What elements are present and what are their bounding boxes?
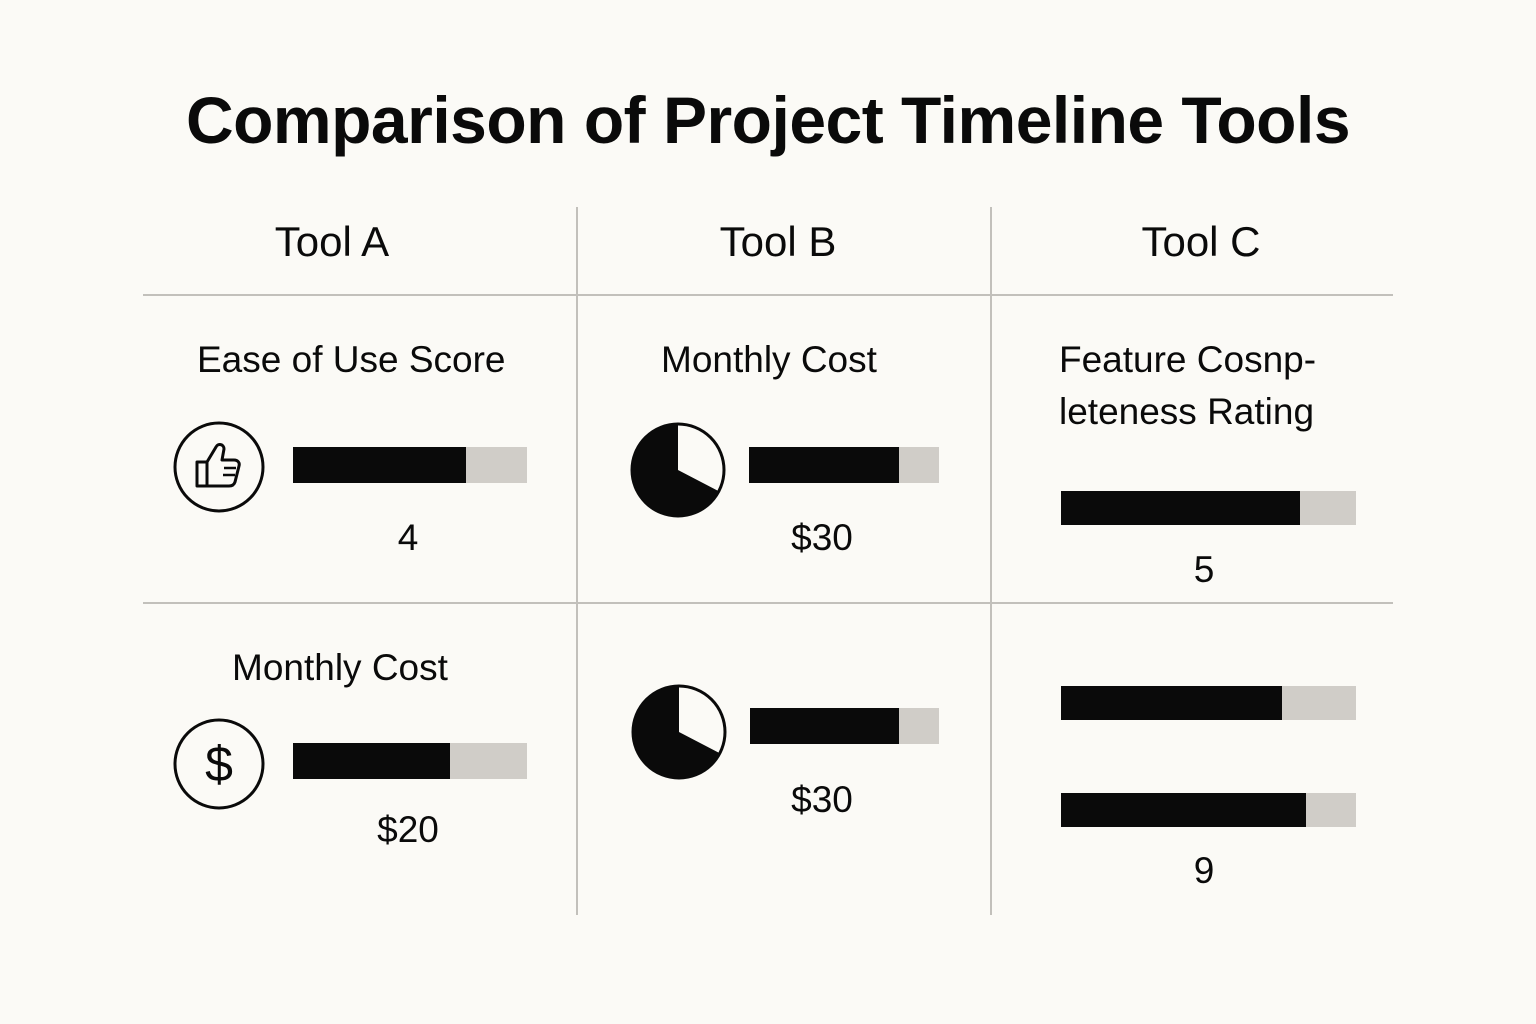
column-header-tool-a: Tool A — [274, 218, 390, 265]
pie-chart-icon — [629, 421, 727, 519]
dollar-icon: $ — [172, 717, 266, 811]
chart-title: Comparison of Project Timeline Tools — [185, 83, 1351, 157]
cell-value: $30 — [791, 779, 853, 820]
cell-value: 5 — [1193, 549, 1215, 590]
pie-chart-icon — [630, 683, 728, 781]
column-header-tool-c: Tool C — [1141, 218, 1261, 265]
svg-text:$: $ — [205, 736, 233, 792]
bar-track — [1061, 686, 1356, 720]
cell-label: Ease of Use Score — [197, 339, 506, 380]
cell-label: Monthly Cost — [661, 339, 877, 380]
bar-fill — [1061, 686, 1283, 720]
bar-fill — [293, 447, 467, 483]
bar-fill — [1061, 491, 1300, 525]
cell-label-line: Feature Cosnp- — [1059, 339, 1317, 380]
bar-track — [750, 708, 939, 744]
grid-line-vertical-2 — [990, 207, 992, 915]
cell-value: $20 — [377, 809, 439, 850]
bar-fill — [749, 447, 900, 483]
bar-fill — [1061, 793, 1306, 827]
cell-value: 4 — [397, 517, 419, 558]
grid-line-row — [143, 602, 1393, 604]
bar-track — [1061, 793, 1356, 827]
bar-fill — [293, 743, 450, 779]
cell-value: 9 — [1193, 850, 1215, 891]
thumbs-up-icon — [172, 420, 266, 514]
bar-track — [749, 447, 939, 483]
grid-line-vertical-1 — [576, 207, 578, 915]
bar-track — [293, 447, 527, 483]
grid-line-header — [143, 294, 1393, 296]
bar-fill — [750, 708, 900, 744]
cell-label-line: leteness Rating — [1059, 391, 1315, 432]
cell-label: Feature Cosnp- leteness Rating — [1059, 334, 1316, 438]
bar-track — [293, 743, 527, 779]
cell-label: Monthly Cost — [232, 647, 448, 688]
bar-track — [1061, 491, 1356, 525]
cell-value: $30 — [791, 517, 853, 558]
column-header-tool-b: Tool B — [719, 218, 837, 265]
